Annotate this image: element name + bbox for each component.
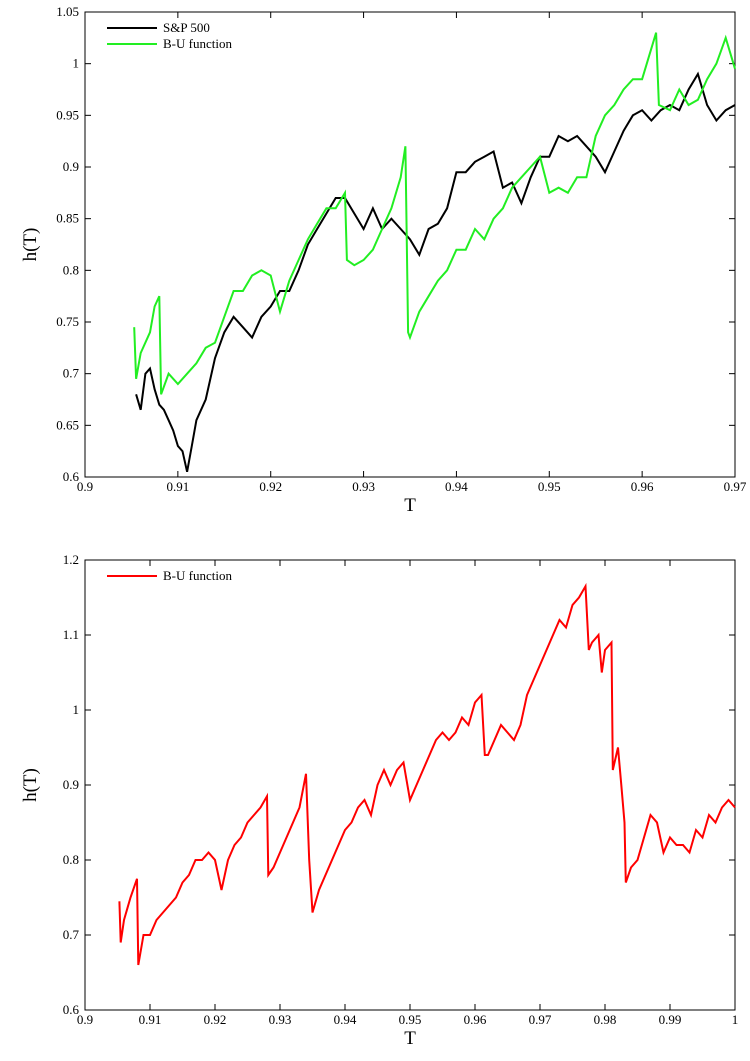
y-tick-label: 0.95: [56, 107, 79, 122]
legend-label: B-U function: [163, 36, 232, 51]
plot-frame: [84, 11, 736, 478]
x-tick-label: 0.9: [77, 1012, 93, 1027]
y-tick-label: 1.1: [63, 627, 79, 642]
x-axis-label: T: [404, 495, 416, 516]
x-tick-label: 0.92: [204, 1012, 227, 1027]
y-axis-label: h(T): [20, 768, 41, 802]
x-tick-label: 0.94: [334, 1012, 357, 1027]
x-tick-label: 0.95: [538, 479, 561, 494]
x-tick-label: 0.93: [269, 1012, 292, 1027]
y-tick-label: 0.9: [63, 159, 79, 174]
x-tick-label: 0.96: [464, 1012, 487, 1027]
y-tick-label: 1.2: [63, 552, 79, 567]
x-tick-label: 0.97: [724, 479, 747, 494]
y-tick-label: 0.7: [63, 927, 80, 942]
y-tick-label: 1: [73, 56, 80, 71]
x-tick-label: 0.91: [166, 479, 189, 494]
x-tick-label: 0.99: [659, 1012, 682, 1027]
x-tick-label: 1: [732, 1012, 739, 1027]
y-tick-label: 0.8: [63, 852, 79, 867]
x-tick-label: 0.98: [594, 1012, 617, 1027]
y-tick-label: 1: [73, 702, 80, 717]
x-tick-label: 0.92: [259, 479, 282, 494]
x-tick-label: 0.91: [139, 1012, 162, 1027]
y-tick-label: 0.65: [56, 417, 79, 432]
data-line: [118, 582, 736, 966]
x-tick-label: 0.96: [631, 479, 654, 494]
x-tick-label: 0.9: [77, 479, 93, 494]
x-tick-label: 0.93: [352, 479, 375, 494]
y-tick-label: 0.7: [63, 366, 80, 381]
x-tick-label: 0.97: [529, 1012, 552, 1027]
legend-label: S&P 500: [163, 20, 210, 35]
y-tick-label: 0.6: [63, 1002, 80, 1017]
y-tick-label: 1.05: [56, 4, 79, 19]
x-axis-label: T: [404, 1028, 416, 1049]
y-tick-label: 0.75: [56, 314, 79, 329]
y-tick-label: 0.9: [63, 777, 79, 792]
data-line: [135, 71, 736, 473]
plot-frame: [84, 559, 736, 1011]
y-tick-label: 0.85: [56, 211, 79, 226]
y-tick-label: 0.8: [63, 262, 79, 277]
legend-label: B-U function: [163, 568, 232, 583]
x-tick-label: 0.95: [399, 1012, 422, 1027]
y-tick-label: 0.6: [63, 469, 80, 484]
y-axis-label: h(T): [20, 228, 41, 262]
x-tick-label: 0.94: [445, 479, 468, 494]
data-line: [133, 32, 736, 395]
